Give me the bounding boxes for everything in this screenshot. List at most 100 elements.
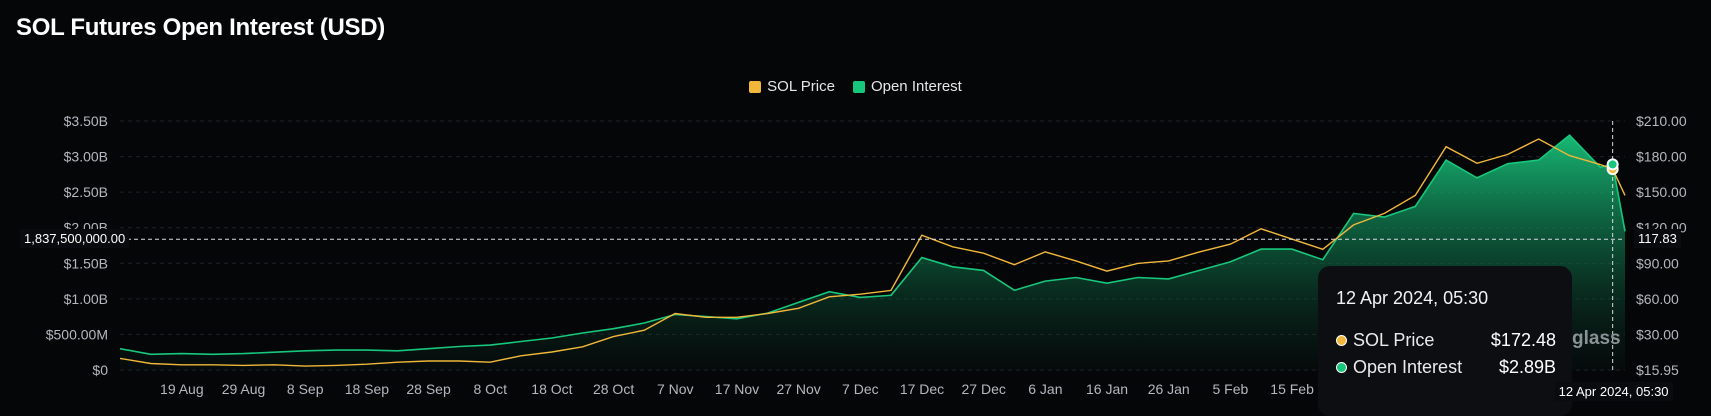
x-tick-label: 28 Oct	[593, 381, 634, 397]
price-point[interactable]	[458, 360, 460, 362]
price-point[interactable]	[612, 335, 614, 337]
price-point[interactable]	[1075, 260, 1077, 262]
y-left-tick-label: $3.50B	[64, 113, 108, 129]
oi-point[interactable]	[1568, 134, 1570, 136]
price-point[interactable]	[1260, 228, 1262, 230]
price-point[interactable]	[242, 364, 244, 366]
price-point[interactable]	[489, 361, 491, 363]
price-point[interactable]	[1537, 138, 1539, 140]
oi-point[interactable]	[1414, 205, 1416, 207]
oi-point[interactable]	[1383, 216, 1385, 218]
oi-point[interactable]	[1476, 177, 1478, 179]
price-point[interactable]	[828, 296, 830, 298]
oi-point[interactable]	[458, 345, 460, 347]
oi-point[interactable]	[1044, 280, 1046, 282]
price-point[interactable]	[180, 364, 182, 366]
price-point[interactable]	[1352, 224, 1354, 226]
price-point[interactable]	[1445, 145, 1447, 147]
price-point[interactable]	[1476, 162, 1478, 164]
oi-point[interactable]	[921, 256, 923, 258]
price-point[interactable]	[890, 289, 892, 291]
oi-point[interactable]	[427, 347, 429, 349]
oi-point[interactable]	[150, 353, 152, 355]
oi-point[interactable]	[242, 352, 244, 354]
legend-item-oi[interactable]: Open Interest	[852, 78, 962, 95]
oi-point[interactable]	[643, 322, 645, 324]
price-point[interactable]	[150, 362, 152, 364]
oi-point[interactable]	[581, 332, 583, 334]
oi-point[interactable]	[1624, 230, 1626, 232]
oi-point[interactable]	[797, 301, 799, 303]
price-point[interactable]	[1167, 260, 1169, 262]
price-point[interactable]	[982, 252, 984, 254]
oi-point[interactable]	[489, 344, 491, 346]
price-point[interactable]	[119, 357, 121, 359]
price-point[interactable]	[951, 246, 953, 248]
oi-point[interactable]	[1167, 278, 1169, 280]
oi-point[interactable]	[211, 353, 213, 355]
oi-point[interactable]	[396, 350, 398, 352]
price-point[interactable]	[1507, 153, 1509, 155]
oi-point[interactable]	[1260, 248, 1262, 250]
price-point[interactable]	[643, 329, 645, 331]
oi-point[interactable]	[335, 349, 337, 351]
price-point[interactable]	[674, 312, 676, 314]
oi-point[interactable]	[304, 350, 306, 352]
price-point[interactable]	[335, 364, 337, 366]
price-point[interactable]	[427, 360, 429, 362]
price-point[interactable]	[520, 355, 522, 357]
oi-point[interactable]	[890, 294, 892, 296]
oi-point[interactable]	[1075, 276, 1077, 278]
price-point[interactable]	[766, 312, 768, 314]
price-point[interactable]	[1383, 212, 1385, 214]
price-point[interactable]	[211, 364, 213, 366]
price-point[interactable]	[273, 364, 275, 366]
oi-point[interactable]	[982, 269, 984, 271]
price-point[interactable]	[736, 316, 738, 318]
price-point[interactable]	[859, 293, 861, 295]
oi-point[interactable]	[119, 347, 121, 349]
price-point[interactable]	[551, 351, 553, 353]
price-point[interactable]	[1044, 251, 1046, 253]
oi-point[interactable]	[1352, 212, 1354, 214]
oi-point[interactable]	[551, 337, 553, 339]
price-point[interactable]	[1322, 248, 1324, 250]
price-point[interactable]	[1106, 270, 1108, 272]
oi-point[interactable]	[951, 266, 953, 268]
oi-point[interactable]	[1445, 159, 1447, 161]
oi-point[interactable]	[273, 351, 275, 353]
price-point[interactable]	[1624, 194, 1626, 196]
price-point[interactable]	[1137, 262, 1139, 264]
area-layer	[120, 135, 1625, 370]
oi-point[interactable]	[1291, 248, 1293, 250]
price-point[interactable]	[304, 365, 306, 367]
oi-point[interactable]	[180, 352, 182, 354]
oi-point[interactable]	[612, 328, 614, 330]
oi-point[interactable]	[1599, 166, 1601, 168]
oi-point[interactable]	[520, 340, 522, 342]
oi-point[interactable]	[1322, 259, 1324, 261]
oi-point[interactable]	[1229, 261, 1231, 263]
oi-point[interactable]	[1106, 282, 1108, 284]
oi-point[interactable]	[1537, 159, 1539, 161]
price-point[interactable]	[366, 363, 368, 365]
oi-point[interactable]	[1198, 269, 1200, 271]
price-point[interactable]	[581, 346, 583, 348]
oi-point[interactable]	[1137, 276, 1139, 278]
oi-point[interactable]	[1507, 162, 1509, 164]
price-point[interactable]	[1013, 264, 1015, 266]
price-point[interactable]	[797, 307, 799, 309]
oi-point[interactable]	[366, 349, 368, 351]
oi-point[interactable]	[828, 291, 830, 293]
oi-point[interactable]	[859, 296, 861, 298]
legend-item-price[interactable]: SOL Price	[749, 78, 835, 95]
price-point[interactable]	[1198, 251, 1200, 253]
price-point[interactable]	[705, 316, 707, 318]
price-point[interactable]	[921, 234, 923, 236]
price-point[interactable]	[396, 361, 398, 363]
price-point[interactable]	[1229, 243, 1231, 245]
oi-point[interactable]	[1013, 289, 1015, 291]
price-point[interactable]	[1414, 194, 1416, 196]
price-point[interactable]	[1599, 163, 1601, 165]
price-point[interactable]	[1568, 154, 1570, 156]
